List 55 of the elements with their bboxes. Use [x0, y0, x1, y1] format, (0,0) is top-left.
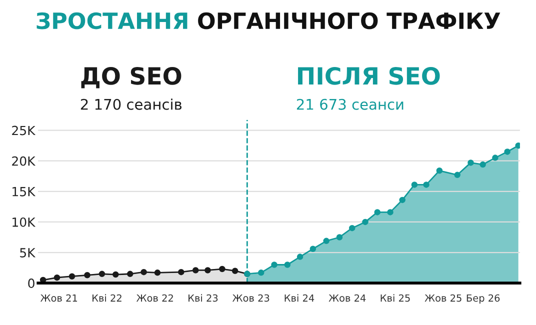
text: ДО SEO	[81, 66, 182, 88]
point	[154, 270, 161, 276]
point	[336, 234, 343, 240]
x-tick-label: Кві 22	[92, 294, 122, 302]
point	[436, 168, 443, 174]
point	[310, 246, 316, 252]
y-tick-label: 0	[28, 278, 34, 288]
point	[504, 148, 510, 155]
point	[271, 262, 278, 268]
point	[387, 209, 394, 216]
point	[362, 218, 368, 226]
point	[84, 272, 90, 278]
x-tick-label: Жов 25	[424, 294, 462, 302]
point	[140, 268, 147, 276]
y-tick-label: 5K	[20, 248, 36, 258]
point	[515, 142, 520, 149]
point	[399, 196, 406, 204]
point	[98, 270, 106, 278]
text: 2 170 сеансів	[80, 98, 182, 110]
point	[411, 182, 418, 188]
y-tick-label: 25K	[12, 126, 36, 136]
point	[284, 262, 291, 268]
point	[348, 224, 356, 232]
point	[126, 270, 134, 278]
y-tick-label: 20K	[12, 156, 36, 166]
text: ПІСЛЯ SEO	[298, 66, 440, 85]
text: 21 673 сеанси	[296, 98, 404, 110]
point	[68, 273, 76, 280]
point	[219, 266, 226, 272]
point	[492, 154, 498, 161]
y-tick-label: 10K	[12, 217, 36, 227]
point	[323, 238, 330, 244]
point	[258, 270, 264, 276]
point	[112, 271, 119, 278]
x-tick-label: Жов 24	[328, 294, 366, 302]
y-tick-label: 15K	[12, 187, 36, 196]
point	[423, 182, 430, 188]
point	[232, 268, 238, 274]
point	[54, 274, 60, 281]
x-tick-label: Жов 21	[40, 294, 78, 302]
point	[296, 254, 304, 260]
point	[204, 267, 211, 274]
x-tick-label: Бер 26	[466, 294, 500, 304]
point	[178, 268, 184, 276]
x-tick-label: Кві 25	[380, 294, 410, 302]
chart-title: ЗРОСТАННЯ ОРГАНІЧНОГО ТРАФІКУ	[36, 12, 500, 30]
x-tick-label: Кві 23	[188, 294, 218, 302]
point	[374, 209, 380, 216]
point	[454, 172, 460, 178]
x-tick-label: Кві 24	[284, 294, 314, 302]
x-tick-label: Жов 23	[232, 294, 270, 302]
point	[192, 267, 199, 274]
x-tick-label: Жов 22	[136, 294, 173, 302]
point	[480, 161, 486, 168]
point	[468, 160, 474, 166]
